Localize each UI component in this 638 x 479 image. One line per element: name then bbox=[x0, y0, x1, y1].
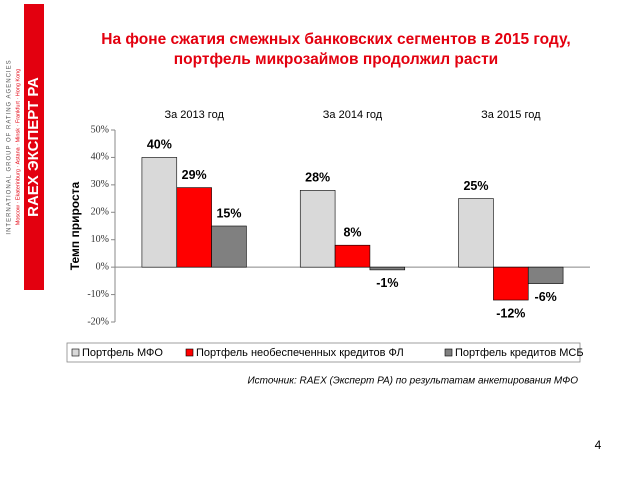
value-label: 29% bbox=[182, 168, 207, 182]
logo-tagline: INTERNATIONAL GROUP OF RATING AGENCIES bbox=[7, 59, 13, 234]
logo-bar bbox=[24, 4, 44, 290]
legend-swatch bbox=[444, 348, 453, 357]
y-tick-label: -20% bbox=[87, 316, 109, 327]
bar bbox=[211, 225, 247, 268]
value-label: -12% bbox=[496, 306, 525, 320]
source: Источник: RAEX (Эксперт РА) по результат… bbox=[248, 376, 579, 387]
value-label: 15% bbox=[216, 206, 241, 220]
legend-swatch bbox=[185, 348, 194, 357]
value-label: 8% bbox=[343, 225, 361, 239]
page-number: 4 bbox=[595, 438, 602, 452]
value-label: -6% bbox=[535, 290, 557, 304]
bar bbox=[334, 244, 371, 268]
legend-label: Портфель необеспеченных кредитов ФЛ bbox=[196, 347, 404, 359]
y-tick-label: 30% bbox=[91, 179, 109, 190]
value-label: -1% bbox=[376, 276, 398, 290]
y-tick-label: 0% bbox=[96, 261, 109, 272]
bar bbox=[299, 190, 336, 268]
title-line: портфель микрозаймов продолжил расти bbox=[174, 51, 498, 68]
category-label: За 2015 год bbox=[481, 109, 541, 121]
y-tick-label: -10% bbox=[87, 289, 109, 300]
y-tick-label: 10% bbox=[91, 234, 109, 245]
title-line: На фоне сжатия смежных банковских сегмен… bbox=[101, 31, 570, 48]
legend-swatch bbox=[71, 348, 80, 357]
logo-brand: RAEX bbox=[25, 175, 42, 217]
value-label: 40% bbox=[147, 138, 172, 152]
bar bbox=[141, 157, 178, 268]
bar bbox=[369, 266, 406, 271]
legend-box bbox=[66, 342, 581, 363]
bar bbox=[176, 187, 212, 268]
legend-label: Портфель кредитов МСБ bbox=[455, 347, 584, 359]
y-tick-label: 40% bbox=[91, 152, 109, 163]
value-label: 25% bbox=[463, 179, 488, 193]
y-tick-label: 50% bbox=[91, 124, 109, 135]
bar bbox=[493, 266, 529, 301]
y-axis-label: Темп прироста bbox=[68, 181, 82, 270]
logo-name: RAEX ЭКСПЕРТ РА bbox=[25, 77, 42, 217]
legend-label: Портфель МФО bbox=[82, 347, 163, 359]
logo-cities: Moscow · Ekaterinburg · Astana · Minsk ·… bbox=[15, 69, 21, 226]
category-label: За 2013 год bbox=[164, 109, 224, 121]
category-label: За 2014 год bbox=[323, 109, 383, 121]
value-label: 28% bbox=[305, 171, 330, 185]
y-tick-label: 20% bbox=[91, 207, 109, 218]
logo-name-text: ЭКСПЕРТ РА bbox=[25, 77, 42, 171]
bar bbox=[527, 266, 564, 284]
bar bbox=[458, 198, 494, 268]
